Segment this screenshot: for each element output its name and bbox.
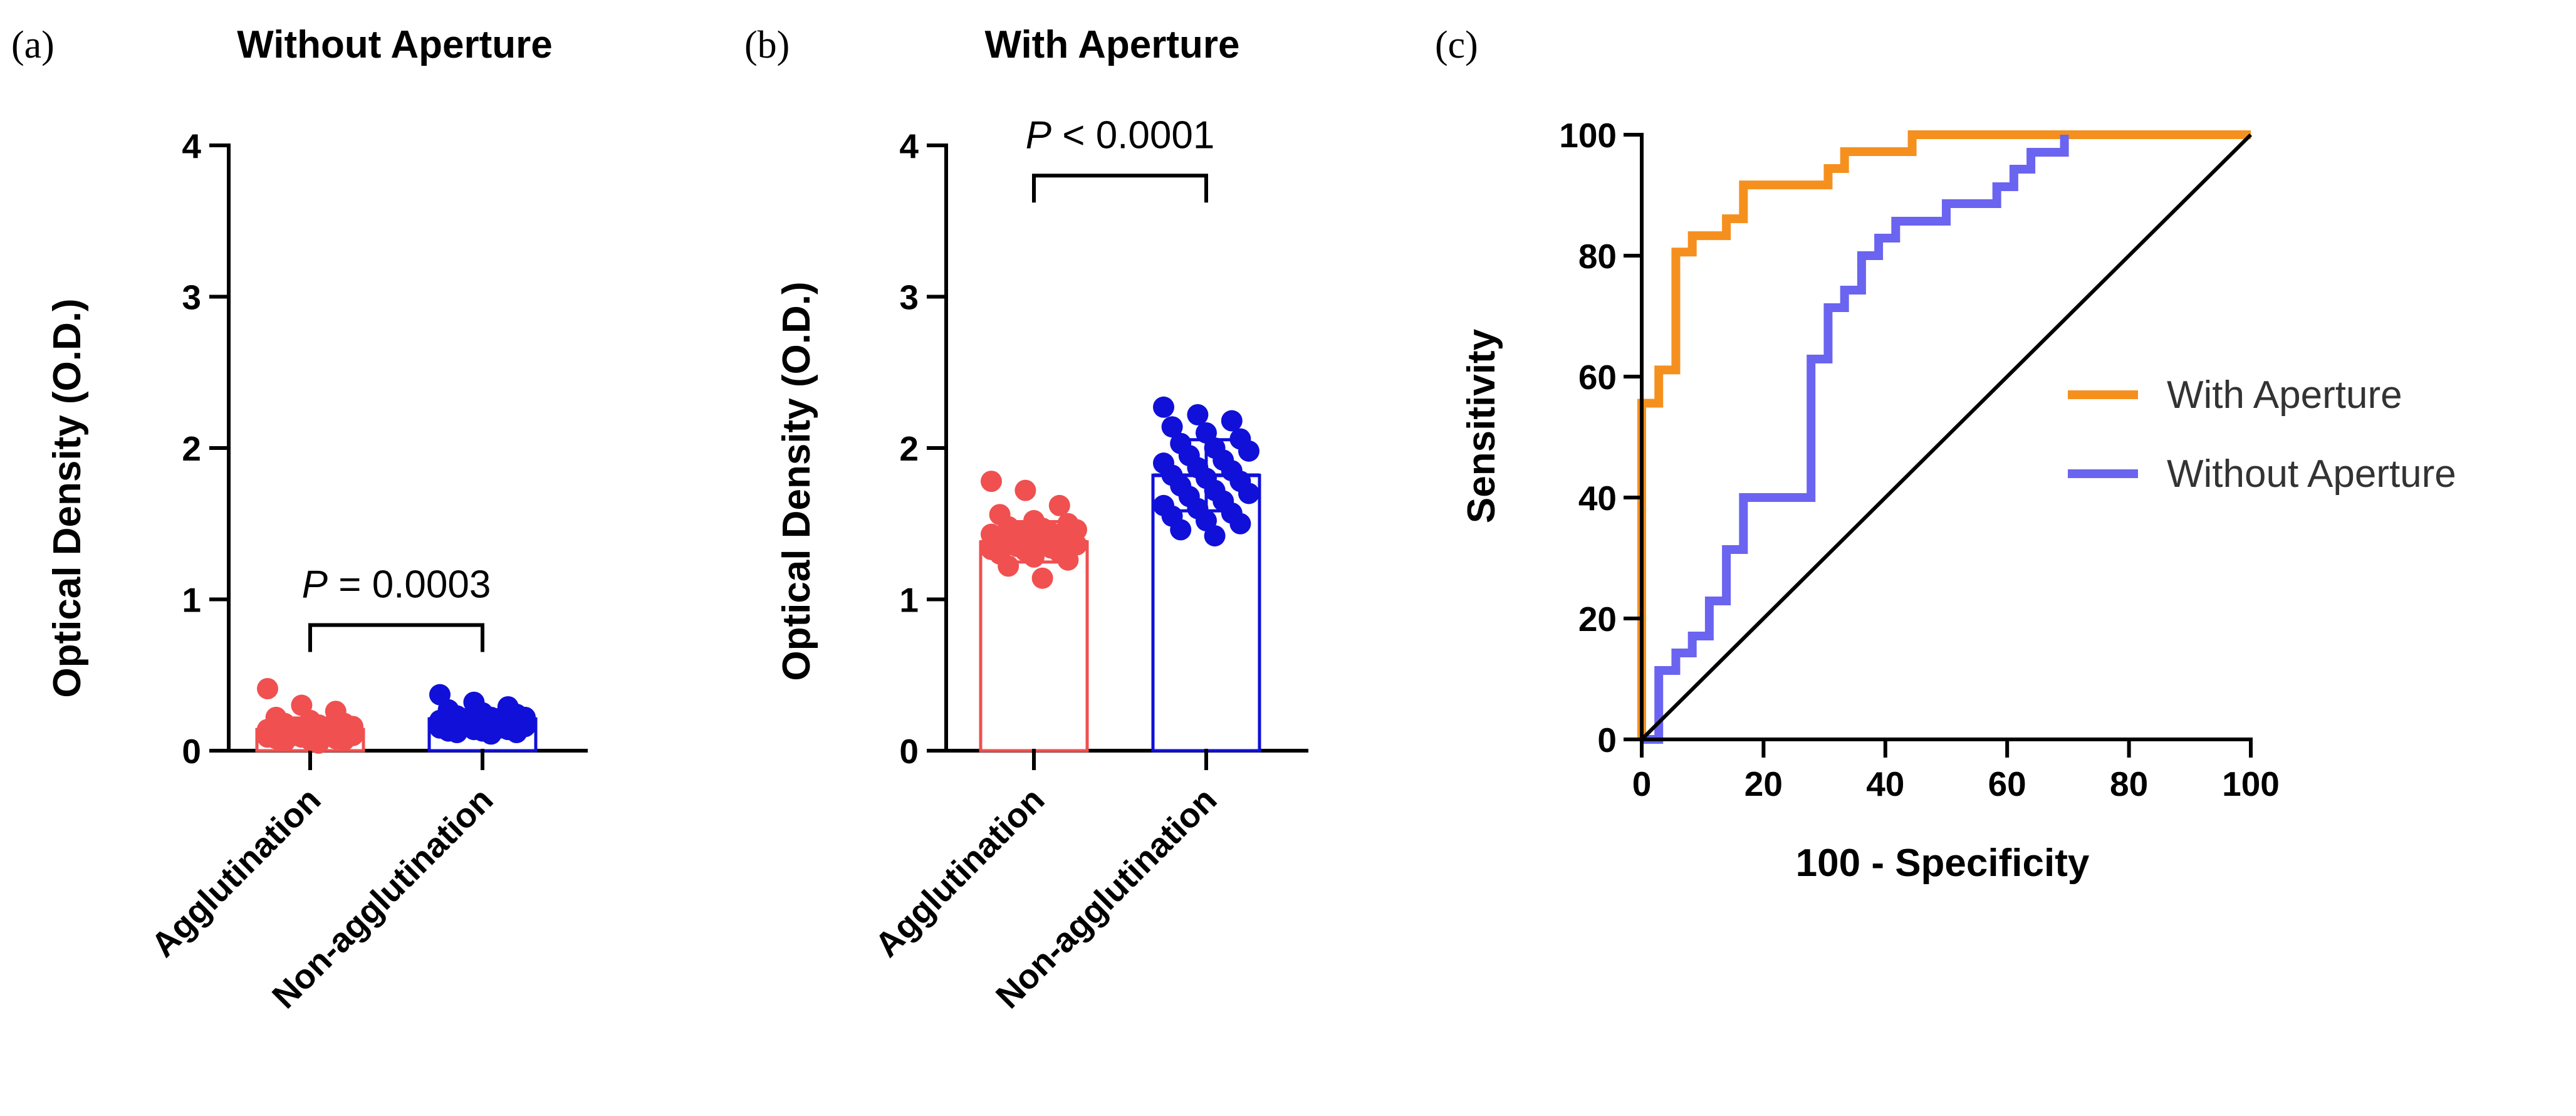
panel-a-title: Without Aperture	[237, 23, 552, 66]
data-point	[998, 555, 1019, 577]
panel-b-y-ticks: 0 1 2 3 4	[899, 127, 948, 771]
y-tick-label: 60	[1578, 358, 1617, 397]
panel-a-letter: (a)	[11, 24, 55, 66]
data-point	[1048, 494, 1070, 516]
panel-c-axes	[1640, 133, 2253, 741]
data-point	[257, 677, 278, 699]
x-tick-label: 40	[1866, 764, 1904, 803]
y-tick-label: 4	[899, 127, 919, 165]
roc-line-reference	[1640, 133, 2253, 741]
roc-line-with-aperture	[1637, 130, 2251, 739]
y-tick-label: 2	[899, 429, 919, 468]
panel-b-letter: (b)	[744, 24, 790, 66]
panel-c-letter: (c)	[1435, 24, 1478, 66]
panel-a: (a) Without Aperture Optical Density (O.…	[11, 23, 588, 1016]
panel-b: (b) With Aperture Optical Density (O.D.)…	[744, 23, 1308, 1016]
panel-c-legend: With Aperture Without Aperture	[2068, 373, 2456, 496]
y-tick-label: 1	[899, 581, 919, 620]
data-point	[1031, 567, 1053, 589]
panel-b-bars	[979, 473, 1261, 770]
data-point	[1170, 519, 1192, 541]
panel-a-points	[257, 677, 536, 754]
panel-a-p-text: = 0.0003	[328, 563, 491, 607]
data-point	[981, 471, 1002, 493]
panel-a-y-ticks: 0 1 2 3 4	[182, 127, 231, 771]
y-tick-label: 40	[1578, 479, 1617, 518]
panel-b-title: With Aperture	[984, 23, 1239, 66]
data-point	[1238, 482, 1259, 504]
data-point	[1204, 525, 1226, 547]
panel-c-x-ticks: 0 20 40 60 80 100	[1632, 738, 2280, 803]
panel-a-p-value: P = 0.0003	[302, 563, 491, 607]
y-tick-label: 2	[182, 429, 201, 468]
data-point	[1229, 513, 1251, 535]
data-point	[446, 722, 468, 744]
data-point	[333, 729, 355, 751]
panel-a-y-axis-label: Optical Density (O.D.)	[46, 298, 89, 697]
y-tick-label: 80	[1578, 237, 1617, 276]
x-tick-label: 100	[2222, 764, 2280, 803]
data-point	[1014, 479, 1036, 501]
panel-a-category-label: Agglutination	[143, 780, 328, 964]
data-point	[506, 722, 528, 744]
x-tick-label: 60	[1988, 764, 2026, 803]
data-point	[1238, 440, 1259, 462]
legend-label-with-aperture: With Aperture	[2167, 373, 2402, 417]
data-point	[308, 732, 330, 754]
y-tick-label: 100	[1559, 116, 1617, 155]
legend-label-without-aperture: Without Aperture	[2167, 452, 2456, 496]
panel-c: (c) Sensitivity 100 - Specificity 0 20 40 6…	[1435, 24, 2456, 885]
panel-b-points	[981, 396, 1259, 589]
data-point	[1161, 416, 1183, 438]
y-tick-label: 3	[899, 278, 919, 317]
x-tick-label: 80	[2110, 764, 2148, 803]
panel-c-x-axis-label: 100 - Specificity	[1796, 842, 2090, 885]
x-tick-label: 20	[1744, 764, 1783, 803]
data-point	[1221, 410, 1243, 432]
panel-b-p-symbol: P	[1026, 113, 1051, 157]
panel-b-p-text: < 0.0001	[1051, 113, 1214, 157]
roc-line-without-aperture	[1642, 135, 2069, 744]
panel-c-y-axis-label: Sensitivity	[1460, 328, 1503, 523]
panel-a-significance: P = 0.0003	[302, 563, 491, 652]
panel-b-category-label: Agglutination	[867, 780, 1051, 964]
x-tick-label: 0	[1632, 764, 1652, 803]
y-tick-label: 0	[899, 732, 919, 771]
y-tick-label: 20	[1578, 600, 1617, 639]
panel-a-p-symbol: P	[302, 563, 328, 607]
data-point	[1187, 404, 1209, 425]
panel-c-y-ticks: 0 20 40 60 80 100	[1559, 116, 1644, 759]
y-tick-label: 0	[1597, 721, 1617, 759]
data-point	[1153, 396, 1174, 418]
y-tick-label: 0	[182, 732, 201, 771]
y-tick-label: 4	[182, 127, 201, 165]
panel-b-p-value: P < 0.0001	[1026, 113, 1215, 157]
panel-b-y-axis-label: Optical Density (O.D.)	[775, 281, 818, 681]
y-tick-label: 3	[182, 278, 201, 317]
data-point	[1057, 549, 1079, 571]
panel-c-series	[1637, 130, 2253, 744]
panel-b-significance: P < 0.0001	[1026, 113, 1215, 203]
y-tick-label: 1	[182, 581, 201, 620]
